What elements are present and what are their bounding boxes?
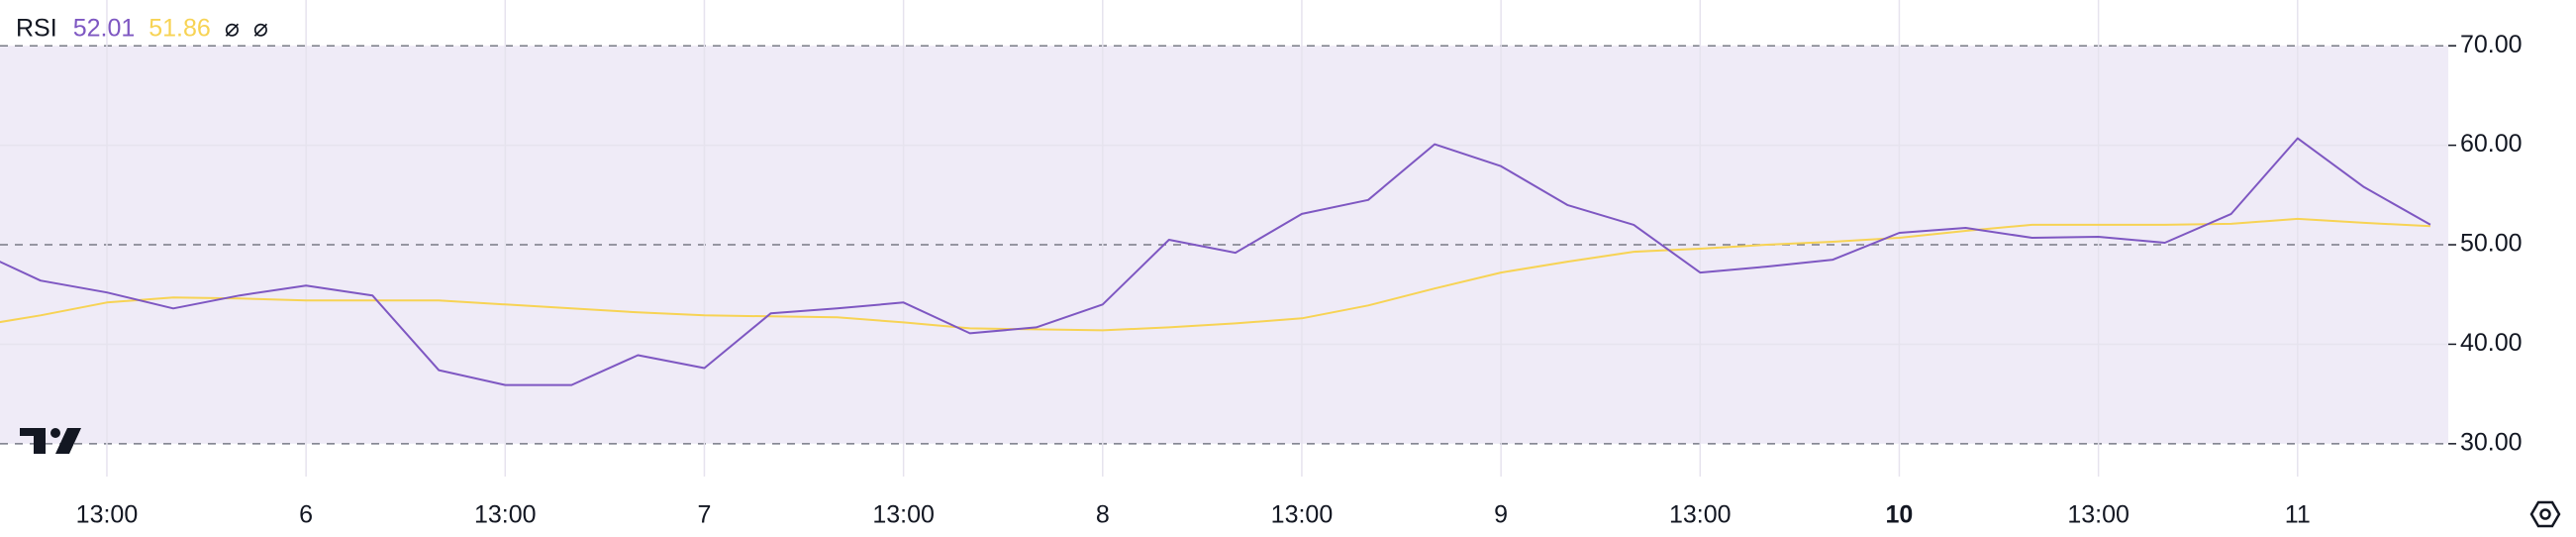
header-icon: ⌀ bbox=[225, 15, 240, 43]
x-tick-label: 13:00 bbox=[2067, 501, 2130, 529]
header-icon: ⌀ bbox=[253, 15, 268, 43]
legend-value: 51.86 bbox=[149, 15, 211, 43]
x-tick-label: 6 bbox=[299, 501, 313, 529]
series-line bbox=[0, 137, 2431, 386]
legend-value: 52.01 bbox=[73, 15, 136, 43]
legend: RSI 52.01 51.86 ⌀ ⌀ bbox=[16, 15, 268, 43]
x-tick-label: 13:00 bbox=[1271, 501, 1334, 529]
y-tick-label: 50.00 bbox=[2460, 230, 2523, 258]
plot bbox=[0, 137, 2431, 386]
x-tick-label: 13:00 bbox=[1669, 501, 1732, 529]
y-tick-label: 40.00 bbox=[2460, 329, 2523, 357]
series-line bbox=[0, 217, 2430, 332]
settings-icon[interactable] bbox=[2529, 500, 2561, 528]
logo bbox=[20, 428, 81, 454]
y-tick-label: 70.00 bbox=[2460, 31, 2523, 58]
x-tick-label: 13:00 bbox=[474, 501, 537, 529]
x-tick-label: 8 bbox=[1096, 501, 1110, 529]
x-tick-label: 13:00 bbox=[76, 501, 139, 529]
y-tick-label: 30.00 bbox=[2460, 428, 2523, 456]
indicator-title: RSI bbox=[16, 15, 57, 43]
x-tick-label: 11 bbox=[2285, 501, 2311, 529]
axes: 30.00 40.00 50.00 60.00 70.00 13:00 6 13:00 7 13:… bbox=[76, 31, 2523, 529]
x-tick-label: 7 bbox=[698, 501, 712, 529]
x-tick-label: 10 bbox=[1886, 501, 1914, 529]
x-tick-label: 9 bbox=[1494, 501, 1508, 529]
y-tick-label: 60.00 bbox=[2460, 130, 2523, 158]
x-tick-label: 13:00 bbox=[872, 501, 935, 529]
